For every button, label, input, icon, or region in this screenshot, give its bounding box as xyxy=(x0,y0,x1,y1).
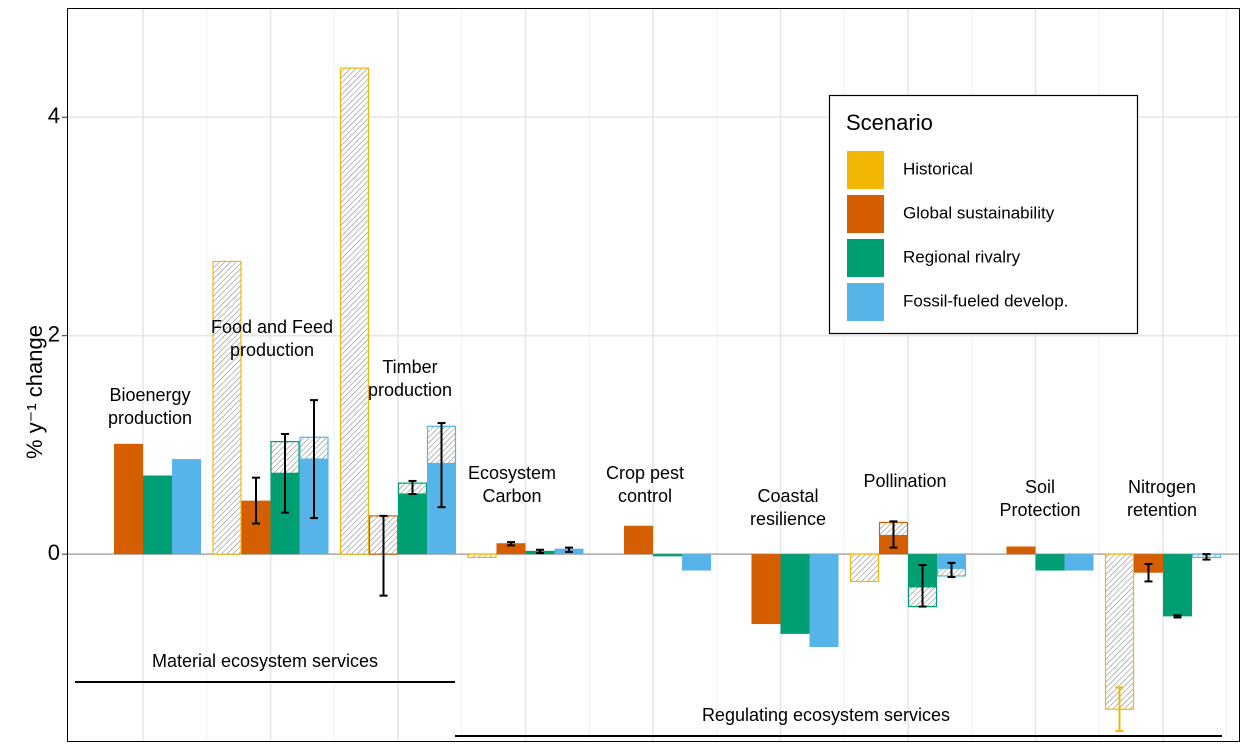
bar-hatched xyxy=(849,553,880,583)
bar xyxy=(1035,554,1065,571)
bar xyxy=(653,554,682,557)
bar xyxy=(172,459,201,555)
legend-label: Global sustainability xyxy=(903,203,1055,222)
overlay: Bioenergy production Food and Feed producti… xyxy=(108,317,1211,733)
legend-swatch xyxy=(847,283,884,321)
bar xyxy=(624,525,653,555)
category-label: Timber production xyxy=(368,357,452,400)
category-label: Bioenergy production xyxy=(108,385,192,428)
category-label: Crop pest control xyxy=(606,463,684,506)
bar xyxy=(751,554,781,625)
bar xyxy=(496,543,526,555)
legend-label: Historical xyxy=(903,159,973,178)
category-label: Coastal resilience xyxy=(750,486,826,529)
bar-hatched xyxy=(339,67,370,555)
legend-title: Scenario xyxy=(846,110,933,135)
bar-hatched xyxy=(467,553,497,559)
bar xyxy=(1064,554,1094,571)
category-label: Nitrogen retention xyxy=(1127,477,1197,520)
bar xyxy=(143,475,172,555)
y-axis-label: % y⁻¹ change xyxy=(22,325,47,459)
bar xyxy=(809,554,839,647)
category-label: Pollination xyxy=(863,471,946,491)
category-label: Ecosystem Carbon xyxy=(468,463,556,506)
group-label: Regulating ecosystem services xyxy=(702,705,950,725)
legend-swatch xyxy=(847,239,884,277)
bar-hatched xyxy=(1104,553,1135,710)
category-label: Food and Feed production xyxy=(211,317,333,360)
y-tick-label: 2 xyxy=(48,321,60,346)
legend-label: Regional rivalry xyxy=(903,247,1021,266)
legend-label: Fossil-fueled develop. xyxy=(903,291,1068,310)
bar xyxy=(398,494,427,555)
bar xyxy=(1006,546,1036,555)
bar xyxy=(780,554,810,634)
bar xyxy=(1163,554,1192,617)
group-label: Material ecosystem services xyxy=(152,651,378,671)
bar xyxy=(682,554,711,571)
y-tick-label: 4 xyxy=(48,103,60,128)
bar xyxy=(937,554,966,569)
bar xyxy=(114,443,143,555)
category-label: Soil Protection xyxy=(999,477,1080,520)
legend-swatch xyxy=(847,195,884,233)
bar-hatched xyxy=(212,260,242,555)
legend-swatch xyxy=(847,151,884,189)
y-tick-label: 0 xyxy=(48,540,60,565)
